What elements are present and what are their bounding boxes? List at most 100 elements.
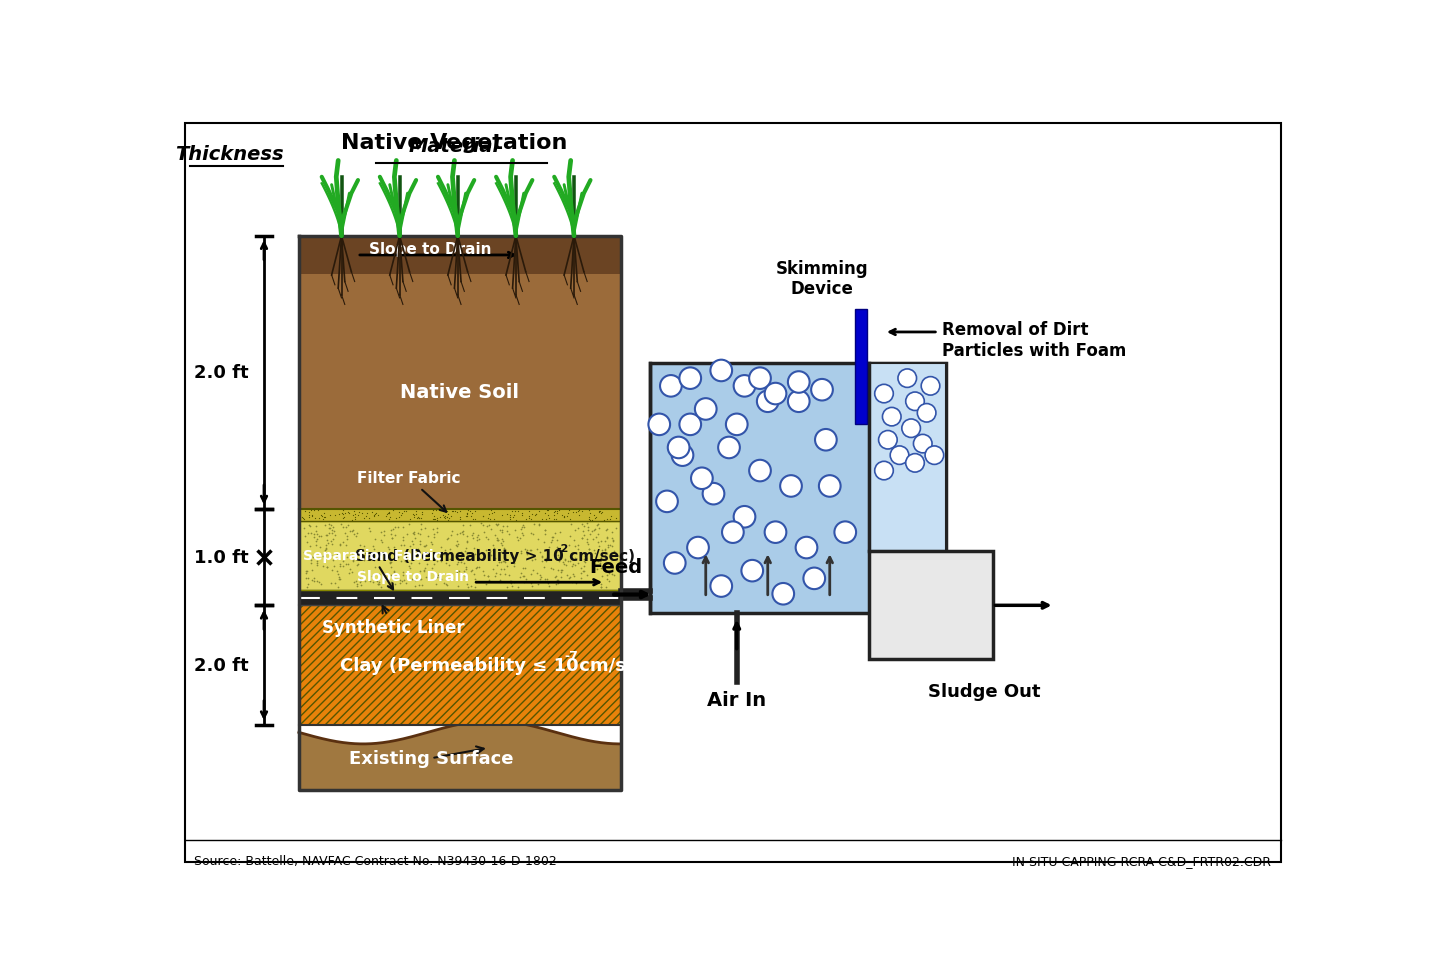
Point [448,564,470,579]
Point [595,530,618,545]
Point [555,508,578,524]
Point [322,553,345,569]
Point [482,562,505,577]
Point [440,572,463,587]
Point [571,571,593,586]
Point [486,517,509,532]
Point [578,505,601,521]
Point [599,537,622,553]
Point [299,502,322,518]
Point [382,522,405,537]
Bar [651,363,947,614]
Point [428,570,450,585]
Point [335,530,358,545]
Point [332,503,355,519]
Point [343,506,366,522]
Circle shape [905,393,924,411]
Point [475,576,498,592]
Point [453,569,476,584]
Point [545,576,568,592]
Point [455,506,478,522]
Point [403,525,426,540]
Point [440,503,463,519]
Point [502,552,525,568]
Bar [299,590,621,606]
Point [385,510,408,526]
Point [327,507,350,523]
Point [476,511,499,527]
Point [485,532,508,548]
Point [553,552,576,568]
Point [415,538,438,554]
Point [453,564,476,579]
Circle shape [925,446,944,465]
Point [509,544,532,560]
Point [420,505,443,521]
Point [589,506,612,522]
Point [302,550,325,566]
Point [556,554,579,570]
Point [545,542,568,558]
Point [409,573,432,588]
Point [309,546,332,562]
Point [472,564,495,579]
Point [576,523,599,538]
Point [453,556,476,572]
Point [403,531,426,546]
Point [398,549,420,565]
Point [395,503,418,519]
Point [595,523,618,538]
Point [362,541,385,557]
Point [386,520,409,535]
Point [400,572,423,587]
Point [455,529,478,544]
Point [296,564,319,579]
Point [378,542,400,558]
Point [319,508,342,524]
Point [490,555,513,571]
Point [346,526,369,541]
Point [599,508,622,524]
Point [545,544,568,560]
Point [462,511,485,527]
Point [349,538,372,554]
Point [546,503,569,519]
Circle shape [815,430,837,451]
Point [303,571,326,586]
Point [572,564,595,579]
Point [573,519,596,534]
Text: Removal of Dirt
Particles with Foam: Removal of Dirt Particles with Foam [942,321,1127,360]
Point [459,578,482,594]
Point [295,571,317,586]
Point [605,548,628,564]
Point [495,558,518,573]
Point [583,511,606,527]
Point [485,516,508,531]
Point [426,521,449,536]
Point [455,541,478,557]
Point [575,534,598,550]
Point [493,567,516,582]
Point [379,522,402,537]
Point [446,527,469,542]
Circle shape [756,391,778,412]
Point [508,531,531,546]
Circle shape [788,372,809,394]
Circle shape [917,404,935,423]
Point [303,573,326,589]
Point [509,522,532,537]
Point [393,552,416,568]
Point [573,555,596,571]
Point [300,549,323,565]
Point [429,510,452,526]
Point [592,512,615,528]
Point [511,508,533,524]
Point [450,572,473,587]
Point [601,567,623,582]
Point [531,548,553,564]
Point [488,573,511,588]
Point [506,580,529,596]
Point [433,511,456,527]
Point [408,510,430,526]
Point [325,547,347,563]
